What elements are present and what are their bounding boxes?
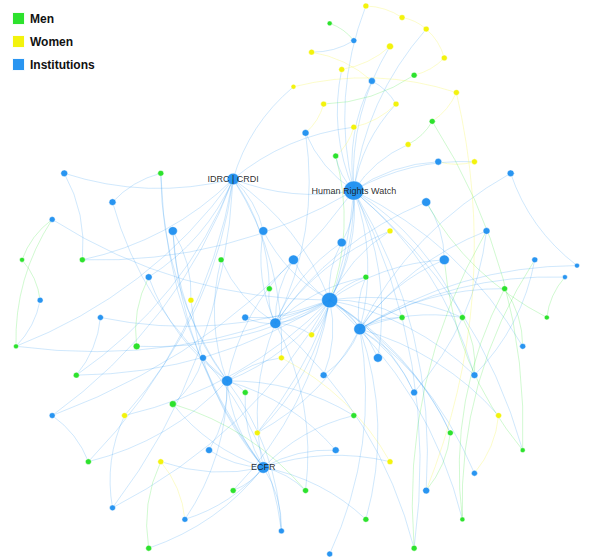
svg-text:Men: Men xyxy=(30,12,54,26)
svg-text:Institutions: Institutions xyxy=(30,58,95,72)
svg-text:Human Rights Watch: Human Rights Watch xyxy=(311,186,396,196)
svg-text:IDRC | CRDI: IDRC | CRDI xyxy=(207,174,258,184)
svg-text:Women: Women xyxy=(30,35,73,49)
svg-text:ECFR: ECFR xyxy=(251,462,276,472)
